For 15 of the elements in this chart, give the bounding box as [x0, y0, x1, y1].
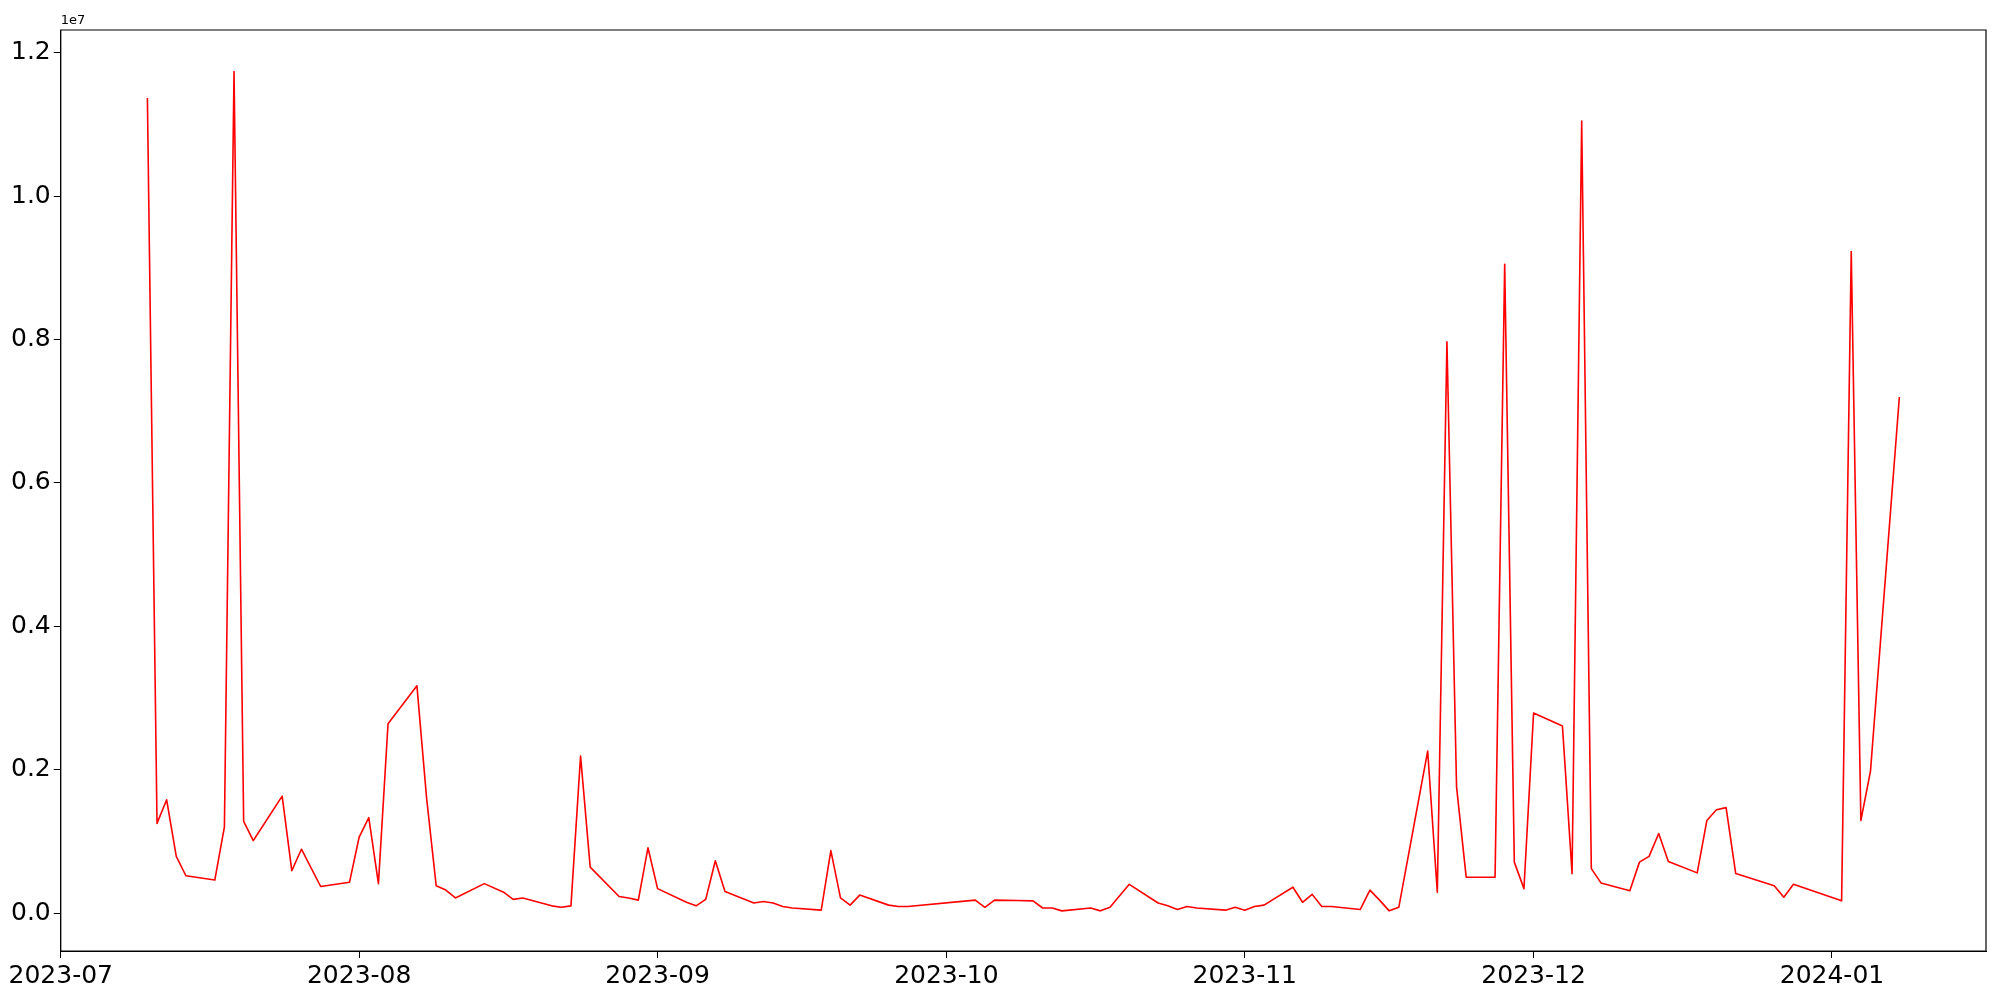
x-tick-label: 2023-08: [306, 959, 412, 989]
y-tick-label: 0.6: [10, 466, 51, 496]
y-tick-label: 0.2: [10, 753, 51, 783]
x-tick-label: 2023-12: [1481, 959, 1586, 989]
text: 1e7: [60, 11, 86, 27]
y-tick-label: 0.4: [10, 609, 51, 639]
x-tick-label: 2023-07: [8, 959, 113, 989]
x-tick-label: 2023-09: [605, 959, 710, 989]
x-tick-label: 2024-01: [1779, 959, 1885, 989]
y-tick-label: 0.8: [10, 323, 51, 353]
x-tick-label: 2023-11: [1192, 959, 1298, 989]
y-tick-label: 1.2: [10, 36, 51, 66]
y-tick-label: 1.0: [10, 179, 51, 209]
x-tick-label: 2023-10: [894, 959, 999, 989]
y-tick-label: 0.0: [10, 896, 51, 926]
